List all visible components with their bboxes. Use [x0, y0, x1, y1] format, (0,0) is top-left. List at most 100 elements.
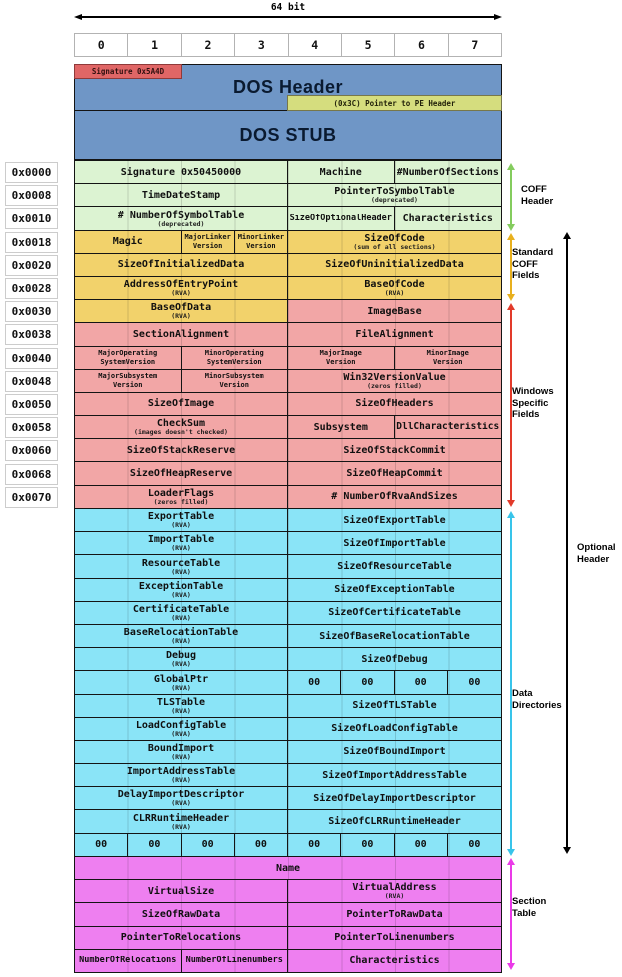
field-cell: Magic: [75, 230, 182, 253]
table-row: CLRRuntimeHeader (RVA) SizeOfCLRRuntimeHea…: [75, 810, 501, 834]
field-name: ImportTable: [147, 534, 215, 546]
dos-signature-label: Signature 0x5A4D: [91, 67, 165, 76]
byte-column-header: 7: [447, 33, 502, 57]
field-cell: 00: [288, 671, 342, 694]
field-subnote: (RVA): [171, 567, 191, 576]
field-cell: 00: [341, 671, 395, 694]
table-row: ImportAddressTable (RVA) SizeOfImportAddre…: [75, 764, 501, 788]
pe-pointer-label: (0x3C) Pointer to PE Header: [333, 98, 456, 108]
field-cell: SizeOfHeapCommit: [288, 462, 501, 485]
field-subnote: (deprecated): [157, 219, 205, 228]
table-row: NumberOfRelocations NumberOfLinenumbers Ch…: [75, 949, 501, 973]
field-cell: 00: [394, 833, 448, 856]
field-cell: Debug (RVA): [75, 648, 288, 671]
field-cell: PointerToLinenumbers: [288, 926, 501, 949]
field-cell: BaseOfCode (RVA): [288, 276, 501, 300]
table-row: LoadConfigTable (RVA) SizeOfLoadConfigTabl…: [75, 717, 501, 741]
arrow-up-head-icon: [507, 163, 515, 170]
field-cell: ExportTable (RVA): [75, 509, 288, 532]
optional-header-arrow: [562, 232, 572, 854]
coff-header-label: COFF Header: [521, 184, 554, 207]
arrow-up-head-icon: [507, 858, 515, 865]
field-name: 00: [95, 839, 108, 851]
field-name: VirtualSize: [147, 885, 215, 897]
offset-label: 0x0048: [5, 370, 58, 392]
field-name: Magic: [112, 236, 143, 248]
field-name: 00: [254, 839, 267, 851]
arrow-up-head-icon: [507, 511, 515, 518]
field-name: Characteristics: [349, 955, 440, 967]
arrow-left-head-icon: [74, 14, 82, 20]
field-cell: SizeOfResourceTable: [288, 555, 501, 578]
table-row: Debug (RVA) SizeOfDebug: [75, 648, 501, 672]
field-subnote: (RVA): [171, 637, 191, 646]
field-subnote: (zeros filled): [153, 497, 209, 506]
field-cell: SizeOfTLSTable: [288, 694, 501, 717]
field-cell: SizeOfExportTable: [288, 509, 501, 532]
byte-column-header: 1: [127, 33, 182, 57]
field-cell: SizeOfStackCommit: [288, 439, 501, 462]
table-row: BaseOfData (RVA) ImageBase: [75, 300, 501, 324]
field-subnote: (RVA): [171, 521, 191, 530]
offset-label: 0x0050: [5, 394, 58, 415]
field-name: PointerToRawData: [346, 908, 443, 920]
field-cell: # NumberOfRvaAndSizes: [288, 485, 501, 508]
field-cell: 00: [288, 833, 342, 856]
field-subnote: (RVA): [384, 892, 405, 901]
field-cell: PointerToRawData: [288, 903, 501, 926]
field-cell: SizeOfImage: [75, 392, 288, 416]
field-name: LoaderFlags: [147, 487, 215, 499]
field-cell: SizeOfRawData: [75, 903, 288, 926]
field-cell: ExceptionTable (RVA): [75, 578, 288, 601]
dos-stub-title: DOS STUB: [239, 124, 337, 145]
table-row: 00 00 00 00 00 00 00 00: [75, 833, 501, 857]
field-cell: SizeOfStackReserve: [75, 439, 288, 462]
field-name: CertificateTable: [132, 603, 230, 615]
field-cell: NumberOfRelocations: [75, 949, 182, 972]
field-cell: LoaderFlags (zeros filled): [75, 485, 288, 508]
table-row: ImportTable (RVA) SizeOfImportTable: [75, 532, 501, 556]
table-row: Magic MajorLinker Version MinorLinker Vers…: [75, 230, 501, 254]
field-subnote: (zeros filled): [367, 381, 422, 390]
field-cell: 00: [128, 833, 182, 856]
arrow-shaft: [510, 310, 512, 500]
field-cell: SectionAlignment: [75, 323, 288, 346]
field-cell: PointerToRelocations: [75, 926, 288, 949]
field-name: 00: [414, 676, 427, 688]
arrow-down-head-icon: [507, 849, 515, 856]
section-table-label: Section Table: [512, 896, 547, 919]
field-cell: SizeOfHeaders: [288, 392, 501, 416]
field-subnote: (RVA): [171, 683, 191, 692]
field-cell: 00: [447, 833, 501, 856]
field-subnote: (sum of all sections): [353, 242, 436, 251]
table-row: BoundImport (RVA) SizeOfBoundImport: [75, 740, 501, 765]
arrow-shaft: [510, 865, 512, 963]
field-name: MajorSubsystem Version: [98, 372, 158, 389]
field-cell: SizeOfImportTable: [288, 532, 501, 555]
offset-label: 0x0018: [5, 231, 58, 253]
data-directories-table: ExportTable (RVA) SizeOfExportTable ImportT…: [74, 509, 502, 857]
section-table-arrow: [506, 858, 516, 970]
field-cell: CLRRuntimeHeader (RVA): [75, 810, 288, 833]
field-name: SizeOfUninitializedData: [325, 259, 464, 271]
table-row: ResourceTable (RVA) SizeOfResourceTable: [75, 555, 501, 579]
field-name: SectionAlignment: [132, 328, 230, 340]
field-cell: BaseRelocationTable (RVA): [75, 624, 288, 648]
offset-label: 0x0020: [5, 254, 58, 276]
field-name: FileAlignment: [355, 328, 434, 340]
field-cell: MinorSubsystem Version: [181, 369, 288, 392]
field-name: Characteristics: [402, 212, 493, 224]
byte-column-header: 2: [180, 33, 236, 57]
field-cell: SizeOfUninitializedData: [288, 253, 501, 276]
arrow-right-head-icon: [494, 14, 502, 20]
field-cell: SizeOfHeapReserve: [75, 462, 288, 485]
offset-label: 0x0030: [5, 301, 58, 323]
table-row: SectionAlignment FileAlignment: [75, 323, 501, 347]
field-name: ImportAddressTable: [126, 766, 236, 778]
table-row: CertificateTable (RVA) SizeOfCertificateTa…: [75, 601, 501, 625]
field-subnote: (RVA): [171, 590, 191, 599]
section-table: Name VirtualSize VirtualAddress (RVA) SizeOf…: [74, 857, 502, 973]
field-subnote: (RVA): [384, 289, 405, 298]
field-name: SizeOfExportTable: [343, 514, 446, 526]
